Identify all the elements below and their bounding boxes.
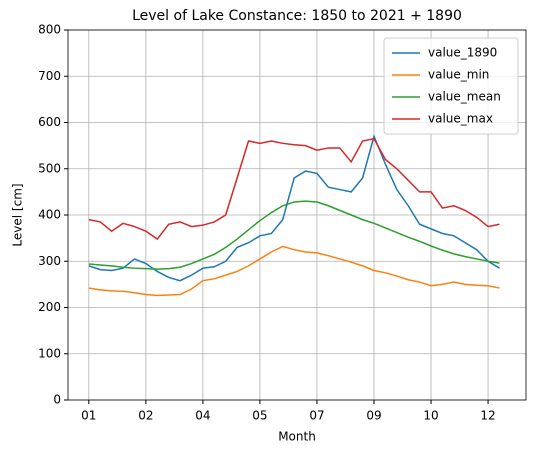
legend-label: value_1890 — [428, 46, 497, 60]
y-tick-label: 800 — [38, 23, 61, 37]
x-tick-label: 05 — [252, 409, 267, 423]
y-tick-label: 500 — [38, 161, 61, 175]
legend-label: value_max — [428, 112, 493, 126]
y-axis-label: Level [cm] — [11, 183, 25, 246]
x-tick-label: 07 — [309, 409, 324, 423]
x-tick-label: 02 — [138, 409, 153, 423]
chart-title: Level of Lake Constance: 1850 to 2021 + … — [132, 8, 462, 24]
series-line — [88, 137, 500, 241]
y-tick-label: 0 — [53, 393, 61, 407]
series-line — [88, 245, 500, 297]
y-tick-label: 100 — [38, 346, 61, 360]
series-line — [88, 134, 500, 282]
x-tick-label: 12 — [480, 409, 495, 423]
y-tick-label: 200 — [38, 300, 61, 314]
y-tick-label: 300 — [38, 254, 61, 268]
x-tick-label: 10 — [423, 409, 438, 423]
x-tick-label: 04 — [195, 409, 210, 423]
y-tick-label: 600 — [38, 115, 61, 129]
x-axis-label: Month — [278, 430, 316, 444]
plot-frame — [67, 29, 527, 401]
y-tick-label: 700 — [38, 69, 61, 83]
legend-label: value_min — [428, 68, 489, 82]
x-tick-label: 09 — [366, 409, 381, 423]
y-tick-label: 400 — [38, 208, 61, 222]
series-line — [88, 200, 500, 270]
x-tick-label: 01 — [81, 409, 96, 423]
legend-box — [383, 37, 519, 135]
legend-label: value_mean — [428, 90, 501, 104]
